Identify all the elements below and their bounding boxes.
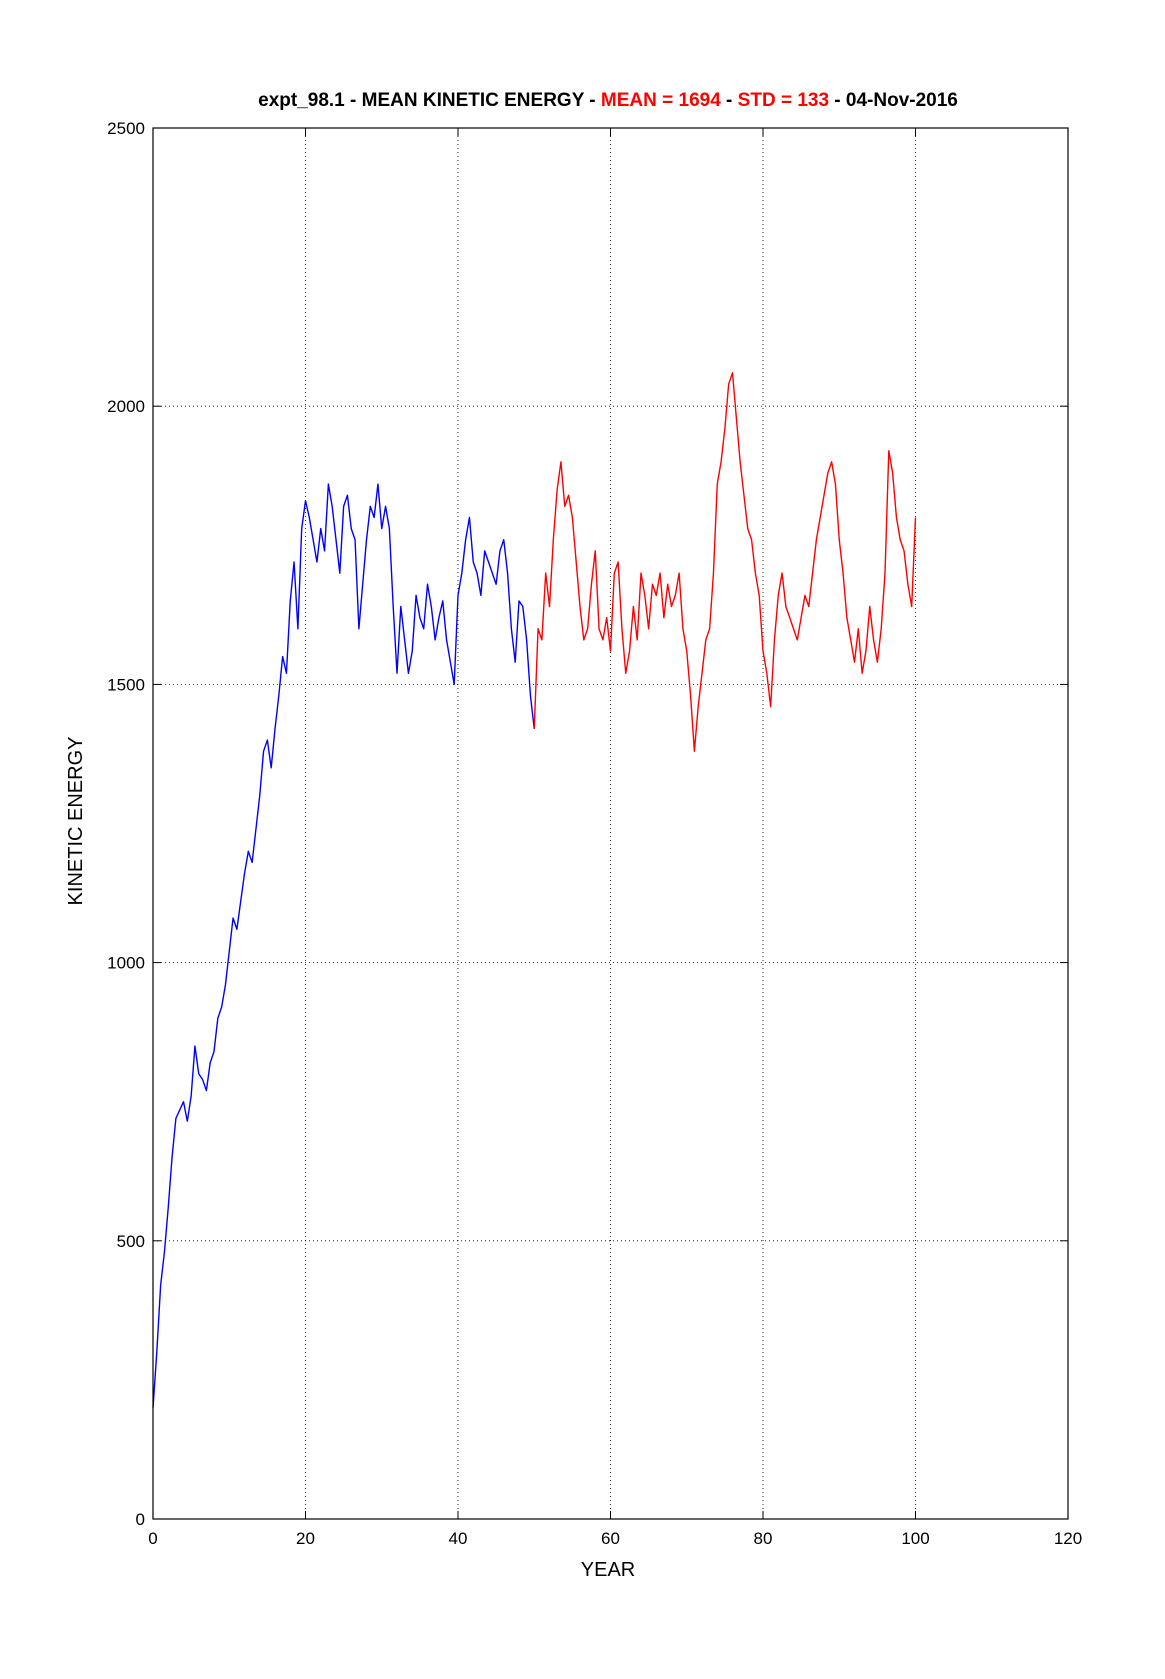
chart-title: expt_98.1 - MEAN KINETIC ENERGY - MEAN =… (258, 90, 958, 111)
y-tick-label: 0 (136, 1510, 145, 1529)
series-group (152, 372, 917, 1408)
y-tick-label: 2500 (107, 119, 145, 138)
y-tick-label: 1500 (107, 675, 145, 694)
axis-ticks: 0 20 40 60 80 100 120 0 500 1000 1500 2000 2500 (107, 119, 1082, 1548)
x-tick-label: 0 (148, 1529, 157, 1548)
title-prefix: expt_98.1 - MEAN KINETIC ENERGY - (258, 90, 601, 111)
y-axis-title: KINETIC ENERGY (65, 737, 87, 906)
x-tick-label: 60 (601, 1529, 620, 1548)
title-mean: MEAN = 1694 (601, 90, 721, 111)
x-tick-label: 80 (754, 1529, 773, 1548)
title-suffix: - 04-Nov-2016 (829, 90, 958, 111)
x-tick-label: 40 (449, 1529, 468, 1548)
series-line-spinup (152, 483, 535, 1408)
x-tick-label: 20 (296, 1529, 315, 1548)
grid-lines (153, 128, 1068, 1519)
x-tick-label: 120 (1054, 1529, 1082, 1548)
x-tick-label: 100 (901, 1529, 929, 1548)
title-std: STD = 133 (738, 90, 829, 111)
title-separator: - (721, 90, 738, 111)
series-line-analysis (533, 372, 917, 752)
x-axis-title: YEAR (581, 1559, 635, 1581)
y-tick-label: 500 (117, 1232, 145, 1251)
y-tick-label: 1000 (107, 954, 145, 973)
y-tick-label: 2000 (107, 397, 145, 416)
